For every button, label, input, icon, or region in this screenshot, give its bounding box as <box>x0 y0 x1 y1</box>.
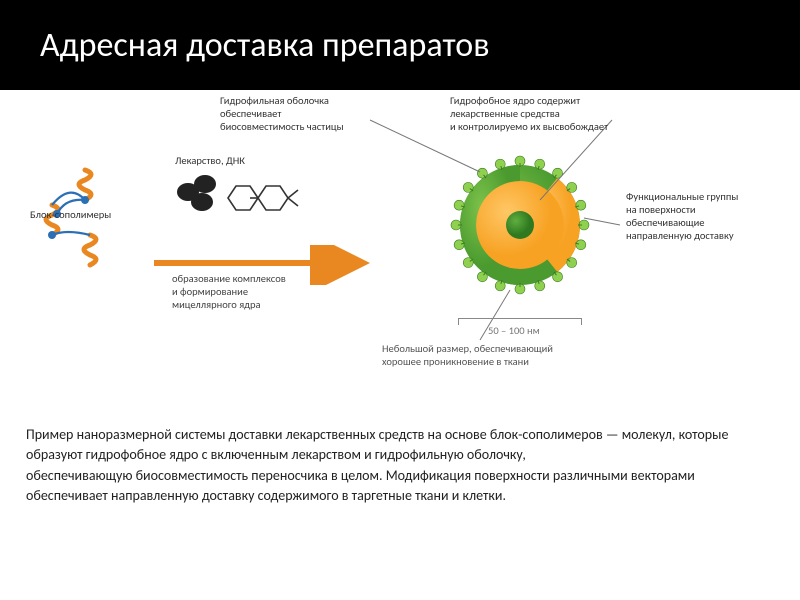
diagram: Блок-сополимеры Лекарство, ДНК образован… <box>0 90 800 390</box>
label-scale: 50 – 100 нм <box>488 324 540 337</box>
label-groups: Функциональные группы на поверхности обе… <box>626 190 796 243</box>
slide: Адресная доставка препаратов <box>0 0 800 600</box>
label-arrow: образование комплексов и формирование ми… <box>172 272 342 311</box>
label-size: Небольшой размер, обеспечивающий хорошее… <box>382 342 642 368</box>
content-area: Блок-сополимеры Лекарство, ДНК образован… <box>0 90 800 600</box>
label-core: Гидрофобное ядро содержит лекарственные … <box>450 94 670 133</box>
title-bar: Адресная доставка препаратов <box>0 0 800 90</box>
label-shell: Гидрофильная оболочка обеспечивает биосо… <box>220 94 405 133</box>
footer-paragraph: Пример наноразмерной системы доставки ле… <box>26 425 776 506</box>
scale-bracket <box>458 318 582 319</box>
label-copolymers: Блок-сополимеры <box>30 208 140 221</box>
slide-title: Адресная доставка препаратов <box>40 25 490 66</box>
label-drug-dna: Лекарство, ДНК <box>175 154 245 167</box>
